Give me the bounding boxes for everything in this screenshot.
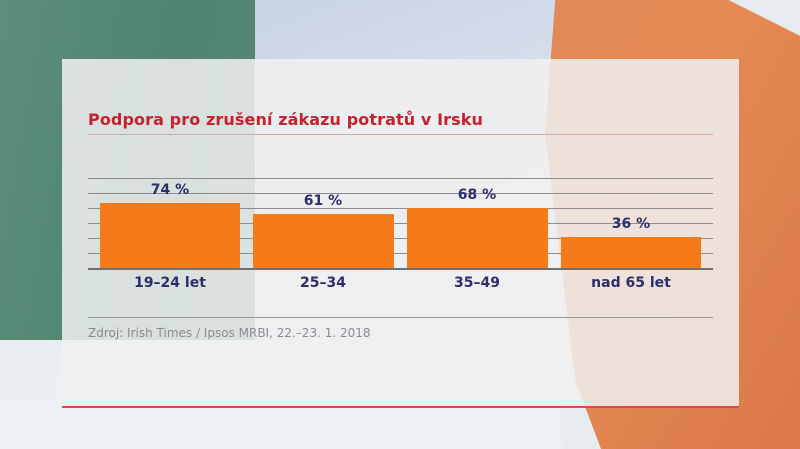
category-label: 19–24 let bbox=[134, 275, 206, 291]
value-label: 36 % bbox=[611, 216, 651, 232]
gridline bbox=[88, 223, 713, 224]
bar-chart bbox=[88, 170, 713, 270]
bar-35-49 bbox=[407, 208, 548, 269]
gridline bbox=[88, 208, 713, 209]
category-label: nad 65 let bbox=[591, 275, 671, 291]
value-label: 74 % bbox=[150, 182, 190, 198]
value-label: 68 % bbox=[457, 187, 497, 203]
bar-25-34 bbox=[253, 214, 394, 269]
bar-19-24 bbox=[100, 203, 240, 269]
gridline bbox=[88, 238, 713, 239]
bar-65-plus bbox=[561, 237, 701, 269]
gridline bbox=[88, 253, 713, 254]
panel-bottom-accent-line bbox=[62, 406, 739, 408]
chart-title: Podpora pro zrušení zákazu potratů v Irs… bbox=[88, 110, 484, 129]
source-note: Zdroj: Irish Times / Ipsos MRBI, 22.–23.… bbox=[88, 326, 371, 340]
title-divider bbox=[88, 134, 713, 135]
gridline bbox=[88, 178, 713, 179]
value-label: 61 % bbox=[303, 193, 343, 209]
category-label: 35–49 bbox=[454, 275, 500, 291]
x-axis-line bbox=[88, 268, 713, 270]
source-divider bbox=[88, 317, 713, 318]
gridline bbox=[88, 193, 713, 194]
category-label: 25–34 bbox=[300, 275, 346, 291]
